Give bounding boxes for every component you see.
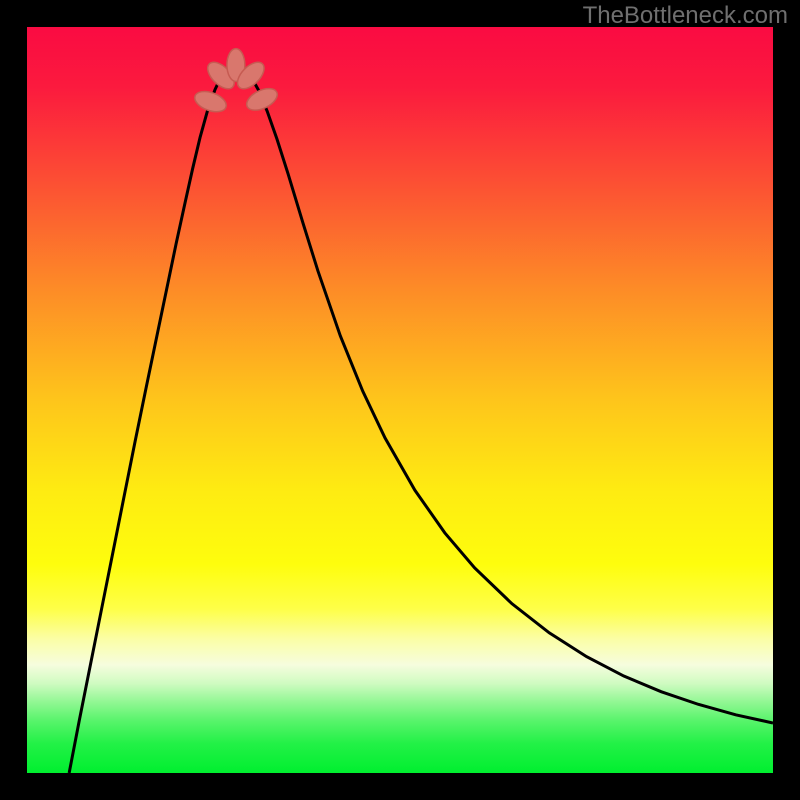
bottleneck-curve: [69, 65, 773, 773]
curve-marker: [192, 88, 229, 116]
marker-group: [192, 49, 281, 116]
chart-root: { "watermark": { "text": "TheBottleneck.…: [0, 0, 800, 800]
watermark-text: TheBottleneck.com: [583, 2, 788, 30]
curve-layer: [27, 27, 773, 773]
plot-area: [27, 27, 773, 773]
curve-marker: [243, 84, 280, 114]
